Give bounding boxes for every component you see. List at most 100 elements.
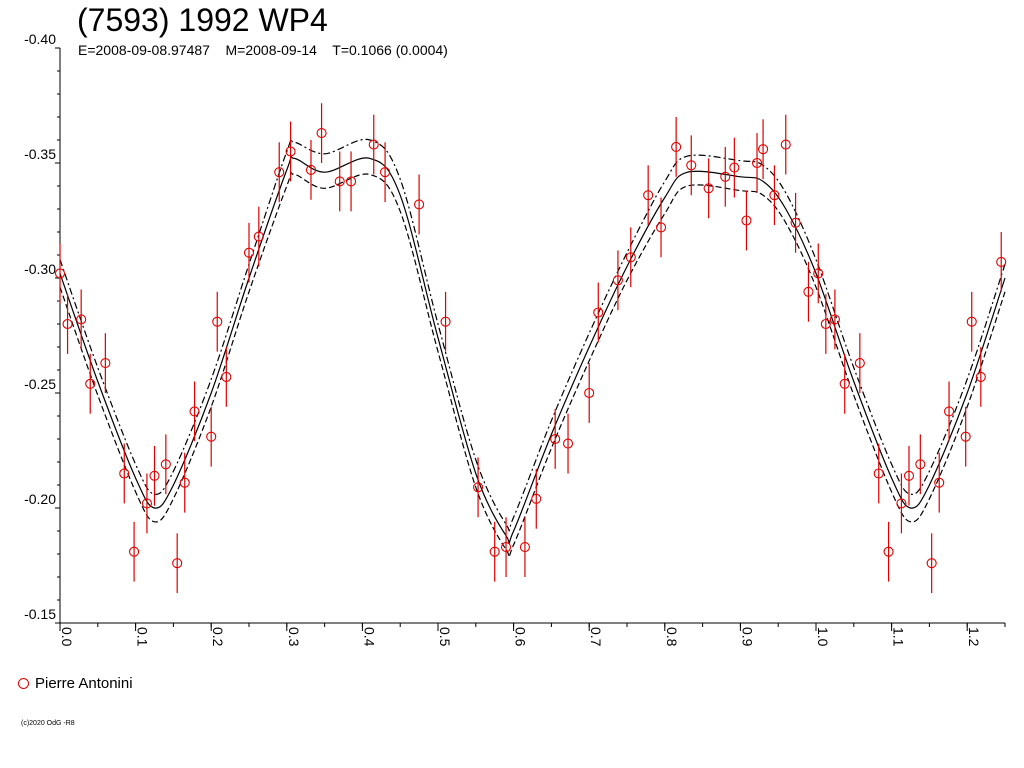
data-point	[119, 468, 130, 479]
x-tick-label: 0.7	[588, 627, 604, 647]
x-axis-ticks: 0.0 0.1 0.2 0.3 0.4 0.5 0.6 0.7 0.8 0.9 1.0 1.1 1.2	[59, 623, 1006, 647]
legend-marker-icon	[18, 678, 29, 689]
data-point	[584, 387, 595, 399]
y-tick-label: -0.15	[24, 606, 56, 622]
data-point	[780, 139, 791, 150]
data-point	[720, 171, 731, 182]
data-point	[829, 314, 840, 325]
data-point	[243, 247, 255, 258]
data-point	[975, 371, 986, 382]
x-tick-label: 0.1	[135, 627, 151, 647]
data-point	[803, 286, 814, 297]
data-point	[221, 371, 232, 382]
data-point	[903, 470, 915, 481]
data-point	[996, 256, 1007, 267]
data-point	[62, 318, 73, 330]
y-tick-label: -0.20	[24, 491, 56, 507]
data-point	[612, 275, 623, 286]
data-point	[440, 316, 451, 327]
data-point	[960, 431, 971, 442]
fit-curves	[59, 138, 1006, 558]
data-point	[414, 199, 425, 210]
data-point	[703, 183, 714, 194]
data-point	[212, 316, 223, 327]
x-tick-label: 0.3	[286, 627, 302, 647]
data-point	[751, 157, 763, 169]
data-point	[141, 498, 152, 509]
data-point	[489, 546, 500, 557]
data-point	[305, 164, 317, 175]
data-point	[189, 406, 200, 417]
data-point	[820, 318, 831, 330]
y-tick-label: -0.25	[24, 376, 56, 392]
data-points	[54, 103, 1007, 594]
data-point	[285, 146, 296, 157]
data-point	[966, 316, 977, 327]
data-point	[531, 493, 542, 504]
y-tick-label: -0.35	[24, 146, 56, 162]
x-tick-label: 0.5	[437, 627, 453, 647]
data-point	[915, 459, 926, 470]
data-point	[790, 217, 801, 228]
legend: Pierre Antonini	[18, 674, 133, 694]
x-tick-label: 0.0	[59, 627, 75, 647]
x-tick-label: 1.2	[966, 627, 982, 647]
data-point	[76, 314, 87, 325]
data-point	[643, 190, 654, 201]
data-point	[368, 139, 379, 150]
legend-label: Pierre Antonini	[35, 675, 133, 692]
data-point	[253, 231, 264, 242]
x-tick-label: 0.8	[664, 627, 680, 647]
fit-curve-dashed	[59, 172, 1006, 558]
data-point	[85, 378, 96, 389]
data-point	[274, 167, 285, 178]
data-point	[883, 546, 894, 557]
y-tick-label: -0.40	[24, 31, 56, 47]
data-point	[172, 558, 183, 569]
x-tick-label: 0.9	[739, 627, 755, 647]
data-point	[758, 144, 769, 155]
data-point	[160, 459, 171, 470]
data-point	[655, 222, 667, 233]
data-point	[926, 558, 937, 569]
x-tick-label: 0.6	[513, 627, 529, 647]
data-point	[813, 268, 824, 279]
data-point	[854, 358, 865, 369]
data-point	[550, 433, 561, 445]
data-point	[741, 215, 752, 226]
data-point	[316, 128, 327, 139]
chart-title: (7593) 1992 WP4	[77, 2, 328, 38]
data-point	[873, 468, 884, 479]
data-point	[149, 470, 160, 481]
data-point	[839, 378, 850, 389]
data-point	[346, 176, 357, 187]
data-point	[944, 406, 955, 417]
data-point	[500, 542, 512, 553]
copyright-note: (c)2020 OdG -R8	[21, 720, 75, 727]
x-tick-label: 1.0	[815, 627, 831, 647]
data-point	[625, 252, 636, 263]
data-point	[934, 477, 945, 488]
data-point	[334, 176, 345, 187]
data-point	[519, 542, 530, 553]
data-point	[473, 482, 484, 493]
x-tick-label: 0.4	[361, 627, 377, 647]
data-point	[671, 141, 682, 152]
fit-curve-dash-dot	[59, 138, 1006, 532]
axes	[59, 48, 1005, 624]
data-point	[562, 438, 574, 449]
data-point	[686, 160, 697, 171]
x-tick-label: 1.1	[891, 627, 907, 647]
x-tick-label: 0.2	[210, 627, 226, 647]
data-point	[729, 162, 740, 173]
data-point	[593, 307, 604, 318]
chart-subtitle: E=2008-09-08.97487 M=2008-09-14 T=0.1066…	[78, 42, 448, 58]
data-point	[896, 498, 907, 509]
y-axis-ticks: -0.40 -0.35 -0.30 -0.25 -0.20 -0.15	[24, 31, 60, 624]
y-tick-label: -0.30	[24, 261, 56, 277]
data-point	[769, 190, 780, 201]
data-point	[380, 167, 391, 178]
data-point	[54, 268, 66, 279]
data-point	[179, 477, 190, 488]
